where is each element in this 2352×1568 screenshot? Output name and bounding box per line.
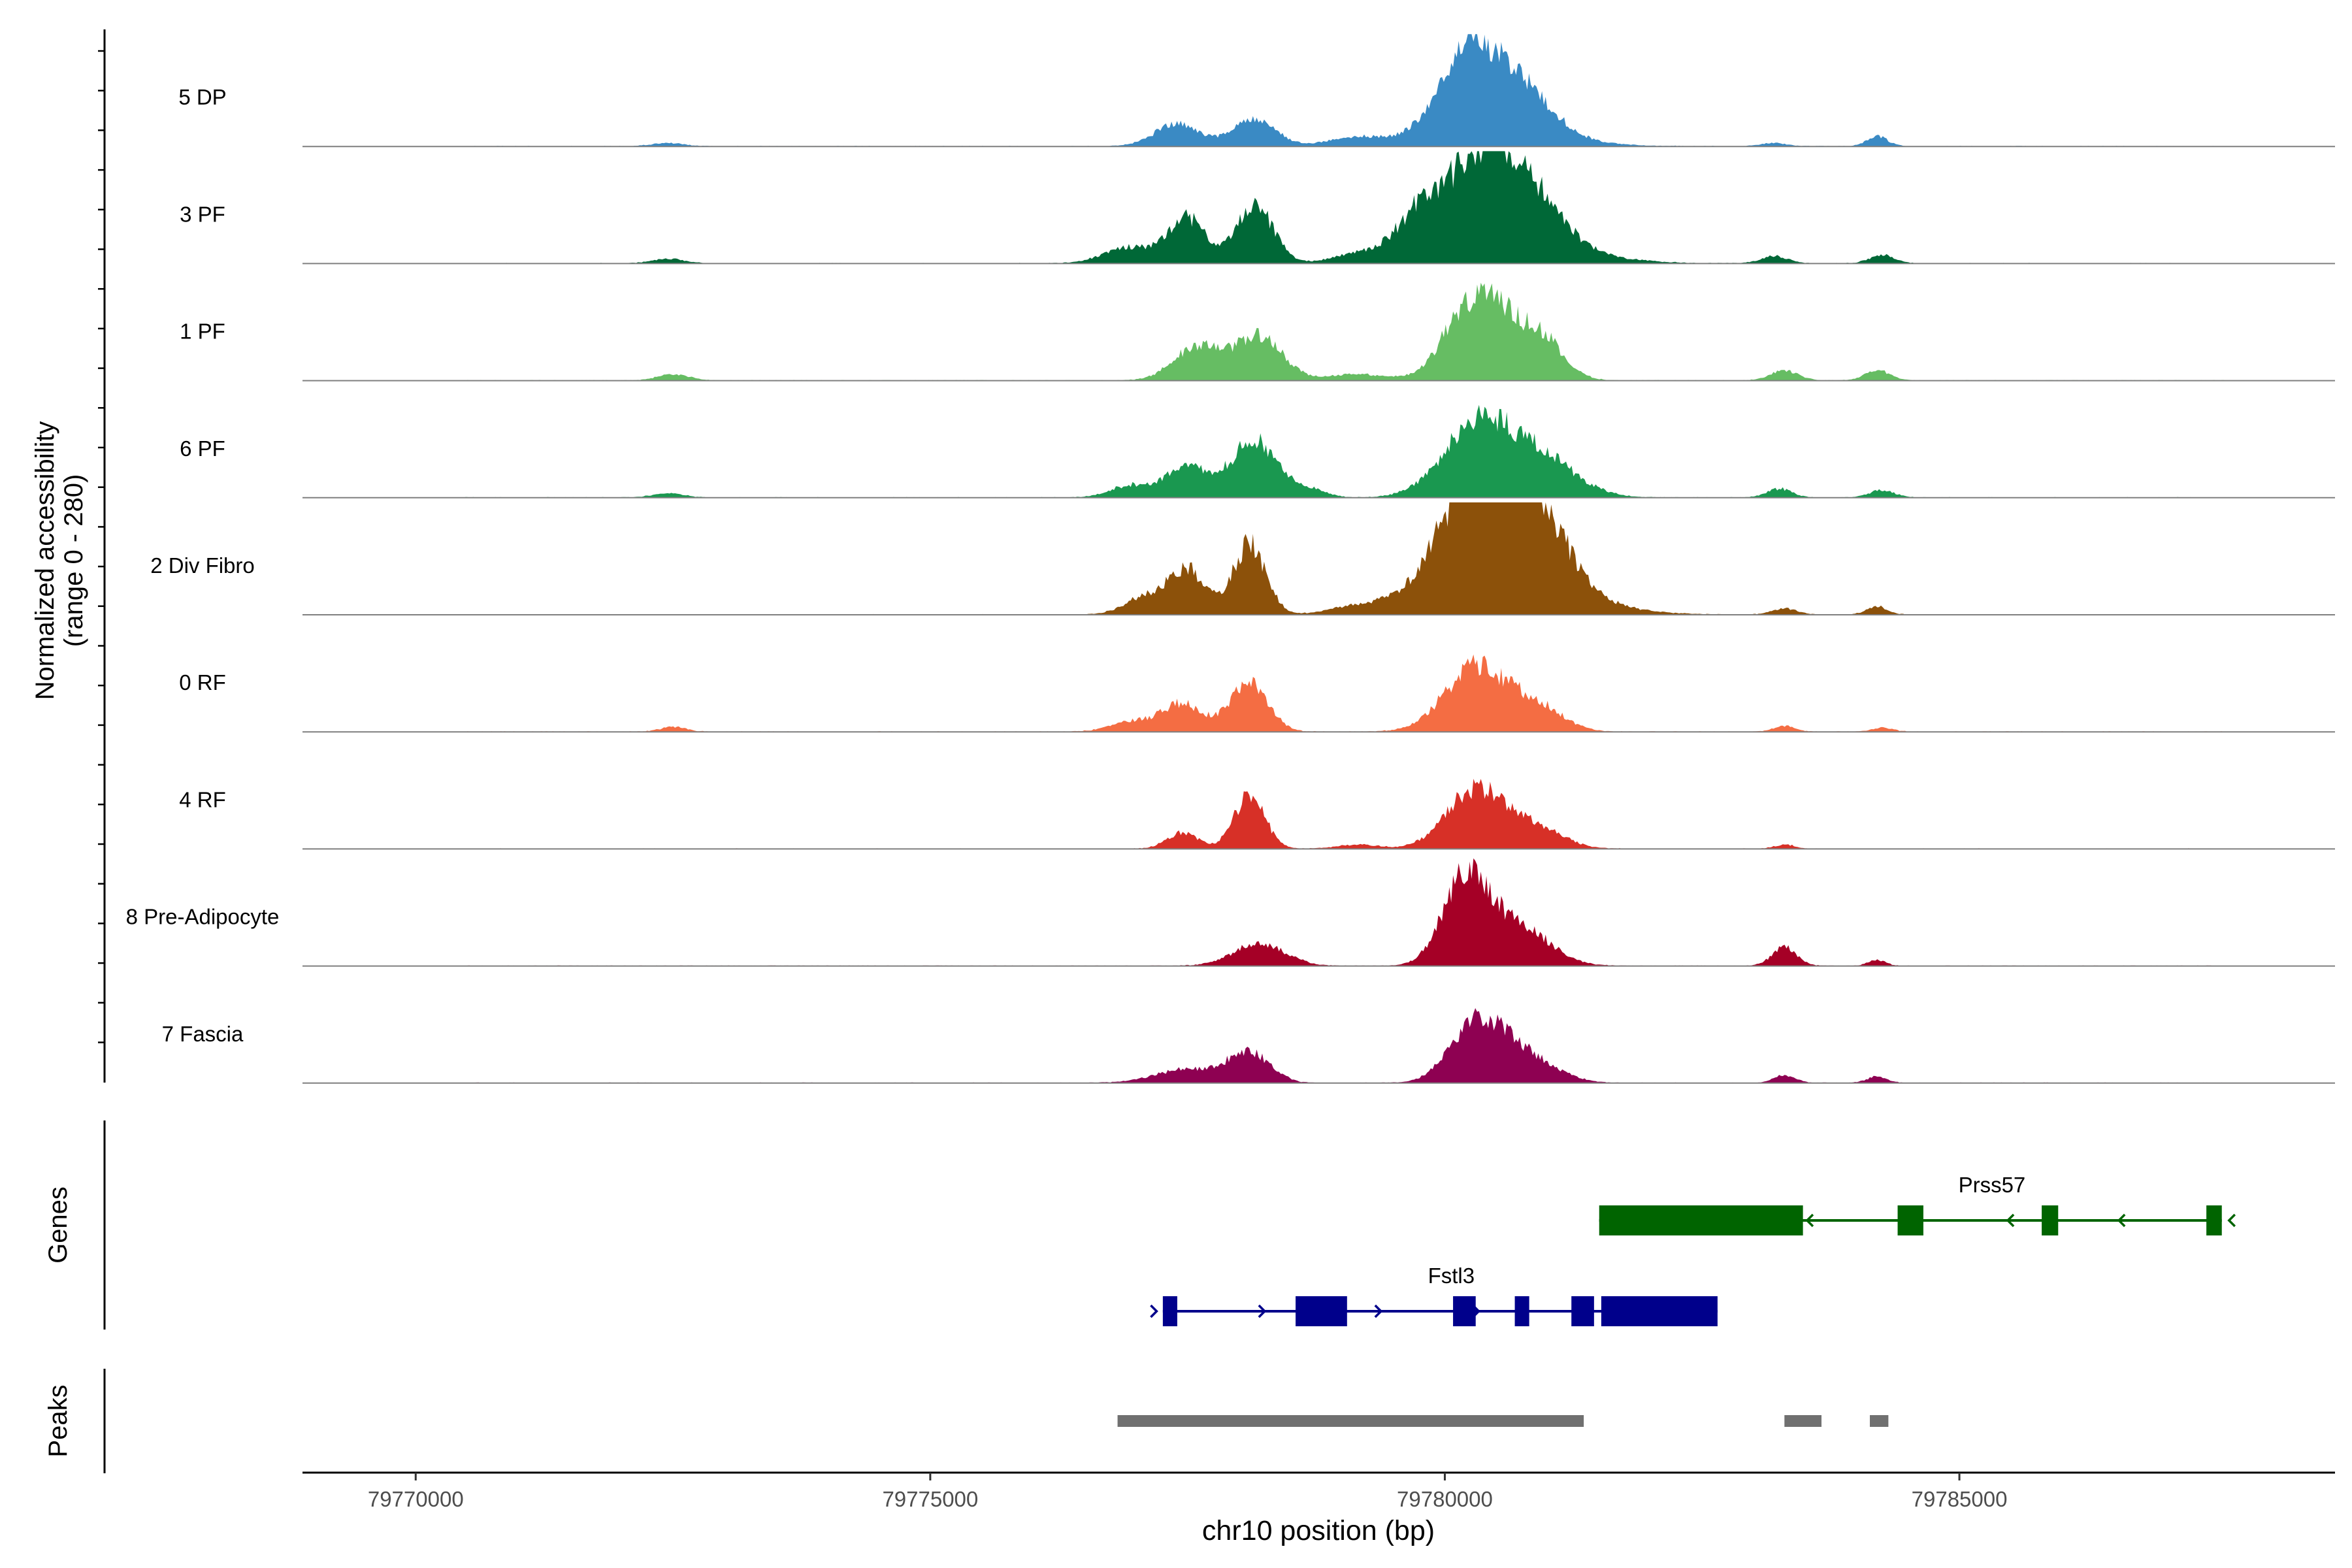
coverage-area-3: [462, 404, 2227, 498]
coverage-area-2: [462, 282, 2227, 381]
coverage-area-6: [462, 779, 2227, 849]
coverage-y-label-line1: Normalized accessibility: [31, 421, 59, 700]
exon-Prss57: [1599, 1205, 1803, 1235]
strand-arrow: [1472, 1304, 1480, 1318]
strand-arrow: [1150, 1304, 1158, 1318]
track-label: 1 PF: [180, 319, 225, 344]
track-labels: 5 DP 3 PF 1 PF 6 PF 2 Div Fibro 0 RF 4 RF 8 Pre…: [126, 85, 280, 1046]
coverage-y-label-line2: (range 0 - 280): [59, 474, 88, 647]
exon-Prss57: [2206, 1205, 2222, 1235]
coverage-area-1: [462, 151, 2227, 264]
coverage-area-0: [462, 34, 2227, 147]
coverage-area-5: [462, 654, 2227, 732]
exon-Fstl3: [1601, 1296, 1718, 1326]
track-label: 3 PF: [180, 202, 225, 226]
strand-arrow: [1258, 1304, 1267, 1318]
x-axis-ticks: 79770000 79775000 79780000 79785000: [368, 1473, 2008, 1511]
exon-Fstl3: [1571, 1296, 1594, 1326]
exon-Fstl3: [1514, 1296, 1529, 1326]
coverage-area-8: [462, 1008, 2227, 1083]
gene-annotations: Prss57 Fstl3: [1150, 1173, 2236, 1326]
exon-Fstl3: [1453, 1296, 1476, 1326]
track-label: 6 PF: [180, 436, 225, 461]
x-tick-label: 79775000: [882, 1487, 978, 1511]
track-label: 5 DP: [178, 85, 226, 109]
track-label: 8 Pre-Adipocyte: [126, 905, 280, 929]
track-label: 2 Div Fibro: [150, 553, 255, 578]
coverage-y-ticks: [98, 50, 105, 1043]
genes-panel-label: Genes: [44, 1186, 73, 1264]
strand-arrow: [2227, 1213, 2236, 1228]
track-label: 0 RF: [179, 670, 226, 694]
gene-name: Fstl3: [1428, 1264, 1475, 1288]
exon-Fstl3: [1162, 1296, 1177, 1326]
coverage-area-4: [462, 502, 2227, 615]
strand-arrow: [1374, 1304, 1383, 1318]
strand-arrow: [2006, 1213, 2015, 1228]
peak-region: [1870, 1415, 1889, 1427]
coverage-tracks: [302, 34, 2335, 1084]
peak-regions: [1117, 1415, 1889, 1427]
peaks-panel-label: Peaks: [44, 1384, 73, 1457]
x-tick-label: 79780000: [1397, 1487, 1493, 1511]
gene-name: Prss57: [1959, 1173, 2026, 1197]
coverage-area-7: [462, 858, 2227, 966]
x-tick-label: 79785000: [1912, 1487, 2008, 1511]
strand-arrow: [1805, 1213, 1814, 1228]
x-tick-label: 79770000: [368, 1487, 464, 1511]
x-axis-label: chr10 position (bp): [1202, 1515, 1435, 1546]
peak-region: [1117, 1415, 1584, 1427]
track-label: 7 Fascia: [162, 1022, 244, 1046]
exon-Fstl3: [1296, 1296, 1347, 1326]
exon-Prss57: [2042, 1205, 2059, 1235]
track-label: 4 RF: [179, 787, 226, 811]
peak-region: [1784, 1415, 1821, 1427]
exon-Prss57: [1897, 1205, 1923, 1235]
strand-arrow: [2117, 1213, 2126, 1228]
